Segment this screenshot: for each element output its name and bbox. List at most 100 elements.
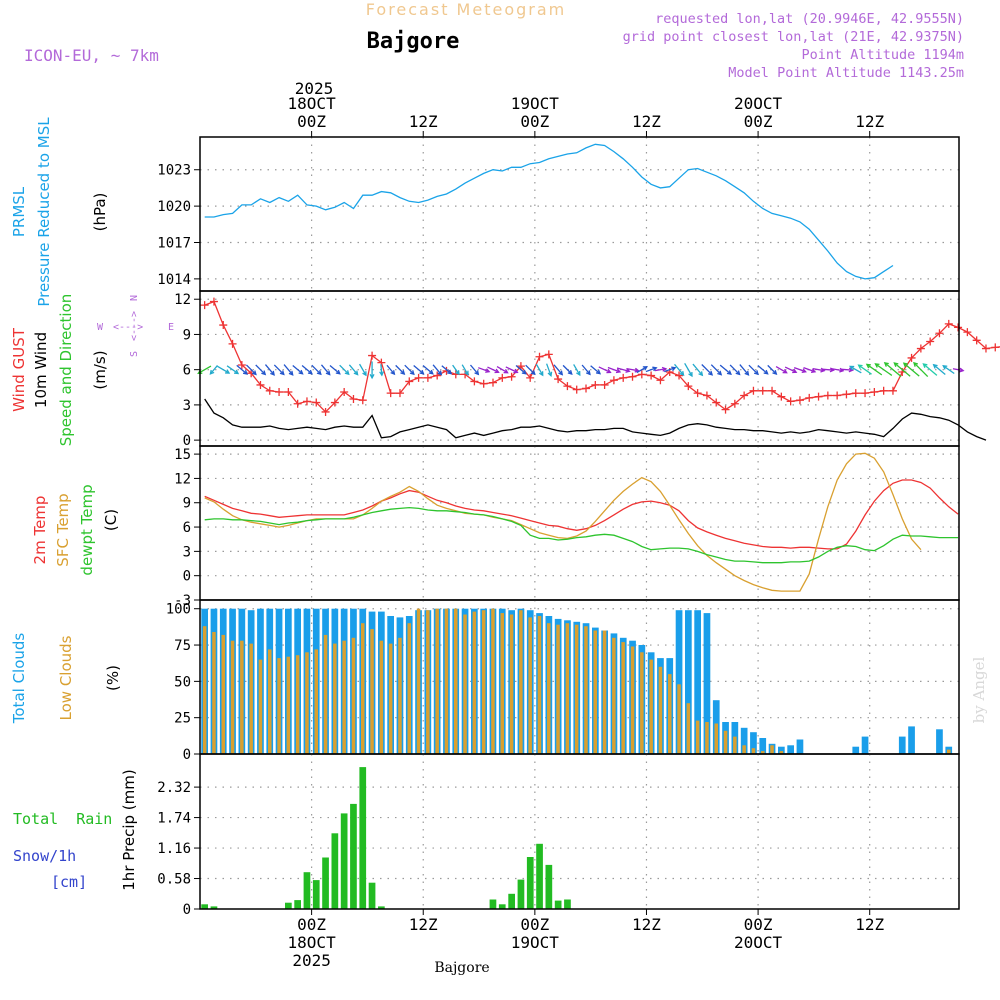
wind-arrow-head [547,371,553,377]
gust-marker [675,371,684,380]
bar-low-clouds [519,610,523,754]
bar-low-clouds [472,611,477,754]
compass-e: E [168,322,174,333]
wind-arrow [422,365,434,375]
bar-low-clouds [258,659,263,754]
gust-marker [414,373,423,382]
bar-low-clouds [640,652,644,754]
bar-low-clouds [695,720,700,754]
bar-low-clouds [305,652,309,754]
gust-marker [488,378,497,387]
bar-total-clouds [861,736,869,754]
wind-arrow-head [922,363,928,368]
wind-arrow [757,365,769,375]
wind-arrow-shaft [866,363,883,376]
wind-arrow [273,364,285,376]
bar-low-clouds [686,703,691,754]
grid-point-coords: grid point closest lon,lat (21E, 42.9375… [623,29,964,45]
gust-marker [758,386,767,395]
bar-low-clouds [323,634,328,754]
wind-arrow-shaft [775,366,787,374]
bar-low-clouds [509,614,514,754]
wind-arrow-shaft [858,364,872,375]
gust-marker [861,389,870,398]
gust-marker [479,379,488,388]
wind-arrow [209,365,218,375]
y-tick-label: 6 [183,363,191,379]
wind-arrow-shaft [803,366,816,373]
wind-arrow-shaft [684,363,693,377]
gust-marker [442,366,451,375]
panel-frame [199,290,960,447]
wind-arrow [264,364,275,376]
wind-arrow-shaft [616,367,630,372]
wind-arrow-head [902,362,908,368]
series-line-wind-gust [204,300,1000,413]
wind-arrow-shaft [636,366,648,374]
y-tick-label: 0.58 [157,872,191,888]
wind-arrow-head [379,371,385,377]
gust-marker [209,297,218,306]
wind-arrow [525,364,536,376]
wind-arrow-shaft [461,364,469,376]
bar-total-clouds [685,610,692,754]
wind-arrow-shaft [217,365,230,374]
wind-arrow [784,366,798,374]
bar-total-rain [517,879,525,909]
gust-marker [582,384,591,393]
bar-low-clouds [612,637,616,754]
y-tick-label: 3 [183,544,191,560]
wind-arrow-head [913,361,919,367]
wind-arrow [684,363,693,378]
wind-arrow-head [865,363,871,369]
gust-marker [814,392,823,401]
gust-marker [554,375,563,384]
y-tick-label: 1014 [157,272,191,288]
wind-arrow-head [288,370,294,376]
bar-total-rain [285,902,292,909]
panel-precip: 0 0.58 1.16 1.74 2.32 [157,753,960,918]
gust-marker [228,339,237,348]
wind-arrow-shaft [674,363,685,376]
wind-arrow-shaft [757,365,769,375]
bar-low-clouds [416,608,421,754]
gust-marker [395,389,404,398]
bar-low-clouds [565,623,570,754]
wind-arrow [654,366,668,372]
wind-arrow-shaft [710,364,722,376]
wind-arrow-shaft [311,364,322,375]
wind-arrow [893,362,911,377]
top-time-label: 18OCT [288,94,337,113]
bottom-time-label: 20OCT [734,933,783,952]
bar-low-clouds [481,610,486,754]
bar-low-clouds [947,749,951,754]
wind-arrow-shaft [264,364,275,376]
wind-arrow-shaft [645,367,657,373]
wind-arrow [217,365,231,374]
wind-arrow-shaft [562,364,573,375]
wind-arrow-shaft [255,364,266,375]
bar-low-clouds [286,656,291,754]
bottom-time-label: 12Z [632,915,661,934]
y-tick-label: 2.32 [157,780,191,796]
panel-clouds: 0 25 50 75 100 [166,599,960,763]
wind-arrow [748,364,759,376]
wind-arrow [674,363,685,377]
gust-marker [302,397,311,406]
wind-arrow-shaft [793,366,806,373]
wind-arrow [329,365,341,375]
wind-arrow [865,363,883,376]
wind-arrow-shaft [422,365,434,375]
wind-arrow [581,364,591,376]
bar-low-clouds [537,616,542,754]
wind-arrow-head [485,368,491,373]
bar-total-clouds [908,726,915,754]
wind-arrow-head [362,371,367,377]
y-tick-label: 1023 [157,163,191,179]
gust-marker [563,382,572,391]
series-line-2m-temp [204,479,959,550]
wind-arrow [739,364,750,376]
compass-we-arrow: <---> [113,322,143,333]
gust-marker [284,387,293,396]
panel-pressure: 1014 1017 1020 1023 [157,136,960,292]
